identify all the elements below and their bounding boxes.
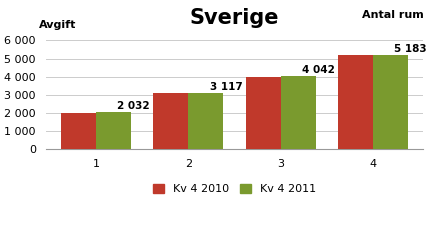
Bar (373, 55, 408, 149)
Bar (61, 113, 96, 149)
Bar (338, 55, 373, 149)
Bar (153, 93, 188, 149)
Title: Sverige: Sverige (190, 8, 279, 28)
Text: 3 117: 3 117 (210, 82, 242, 92)
Bar (188, 93, 224, 149)
Legend: Kv 4 2010, Kv 4 2011: Kv 4 2010, Kv 4 2011 (153, 184, 316, 194)
Bar (280, 76, 316, 149)
Text: 2 032: 2 032 (118, 101, 150, 111)
Text: Antal rum: Antal rum (362, 10, 424, 20)
Bar (96, 112, 131, 149)
Text: Avgift: Avgift (39, 20, 76, 30)
Text: 5 183: 5 183 (394, 44, 427, 54)
Bar (246, 77, 280, 149)
Text: 4 042: 4 042 (302, 65, 335, 75)
